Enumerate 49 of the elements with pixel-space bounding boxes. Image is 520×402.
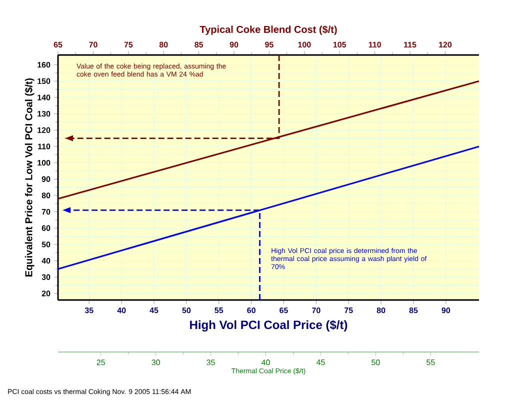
y-tick-label: 130 [38, 110, 50, 117]
y-tick-label: 160 [38, 62, 50, 68]
y-tick-label: 70 [42, 208, 50, 215]
x-tick-label: 40 [117, 308, 126, 314]
x-tick-label: 85 [409, 308, 418, 314]
x2-tick-label: 65 [54, 42, 62, 48]
x-tick-label: 80 [376, 308, 386, 314]
x2-tick-label: 90 [230, 42, 238, 48]
x-tick-label: 35 [206, 360, 215, 366]
y-tick-label: 30 [42, 274, 50, 280]
x-tick-label: 55 [214, 308, 224, 314]
x2-tick-label: 120 [439, 42, 452, 48]
x-tick-label: 50 [372, 360, 380, 366]
x-axis-title: High Vol PCI Coal Price ($/t) [190, 320, 348, 332]
y-tick-label: 140 [38, 94, 50, 100]
x-tick-label: 70 [312, 308, 320, 314]
x2-tick-label: 115 [404, 42, 416, 48]
y-tick-label: 150 [38, 78, 50, 84]
x2-tick-label: 75 [124, 42, 133, 48]
x-tick-label: 90 [442, 308, 450, 314]
y-tick-label: 100 [38, 160, 50, 166]
y-tick-label: 40 [42, 258, 50, 264]
y-tick-label: 50 [42, 242, 50, 248]
x-tick-label: 60 [247, 308, 256, 314]
y-tick-label: 110 [38, 144, 50, 150]
x2-tick-label: 100 [298, 42, 311, 48]
x-tick-label: 25 [96, 360, 105, 366]
y-tick-label: 120 [38, 127, 50, 133]
y-tick-label: 20 [42, 290, 50, 296]
x-tick-label: 65 [280, 308, 288, 314]
x2-tick-label: 110 [368, 42, 381, 48]
y-tick-label: 60 [42, 225, 50, 231]
y-tick-label: 80 [42, 192, 50, 198]
x2-tick-label: 85 [194, 42, 204, 48]
x-tick-label: 40 [261, 360, 270, 366]
y-tick-label: 90 [42, 176, 50, 182]
x-tick-label: 75 [344, 308, 353, 314]
x-tick-label: 35 [84, 308, 94, 314]
x2-tick-label: 70 [89, 42, 98, 48]
x-tick-label: 50 [182, 308, 191, 314]
x2-tick-label: 105 [333, 42, 346, 48]
x2-tick-label: 80 [159, 42, 168, 48]
x-tick-label: 55 [426, 360, 435, 366]
x-tick-label: 30 [152, 360, 160, 366]
x2-axis-title: Typical Coke Blend Cost ($/t) [200, 25, 337, 35]
x-tick-label: 45 [150, 308, 158, 314]
x-tick-label: 45 [316, 360, 325, 366]
x2-tick-label: 95 [265, 42, 274, 48]
y-axis-title: Equivalent Price for Low Vol PCI Coal ($/t) [24, 78, 34, 276]
